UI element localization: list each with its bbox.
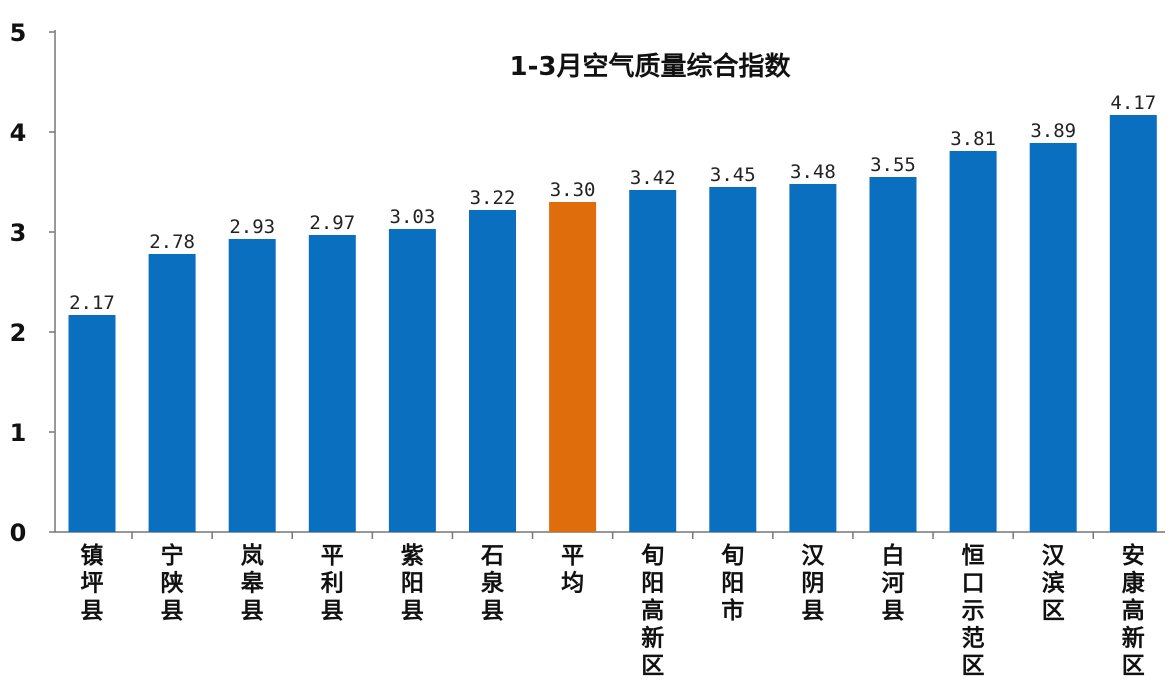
data-labels: 2.17 2.78 2.93 2.97 3.03 3.22 3.30 3.42 3.45 3.48… [69,92,1156,314]
data-label-12: 3.89 [1030,120,1076,142]
data-label-2: 2.93 [229,216,275,238]
data-label-9: 3.48 [790,161,836,183]
bar-0 [68,315,116,532]
bar-11 [949,151,997,532]
bar-10 [869,177,917,532]
chart-title: 1-3月空气质量综合指数 [510,51,792,82]
category-label-0: 镇坪县 [81,542,104,624]
category-label-6: 平均 [561,543,584,597]
y-tick-label: 5 [10,19,27,47]
y-tick-label: 3 [10,219,27,247]
data-label-1: 2.78 [149,231,195,253]
data-label-0: 2.17 [69,292,115,314]
bar-4 [388,229,436,532]
bars [68,115,1157,532]
category-label-5: 石泉县 [480,543,505,624]
data-label-13: 4.17 [1110,92,1156,114]
data-label-6: 3.30 [550,179,596,201]
bar-2 [228,239,276,532]
bar-12 [1029,143,1077,532]
category-label-11: 恒口示范区 [962,543,985,679]
bar-9 [789,184,837,532]
data-label-8: 3.45 [710,164,756,186]
y-tick-label: 1 [10,419,27,447]
y-tick-label: 0 [10,519,27,547]
bar-5 [469,210,516,532]
data-label-4: 3.03 [390,206,436,228]
category-label-1: 宁陕县 [161,542,184,624]
data-label-5: 3.22 [470,187,516,209]
category-label-7: 旬阳高新区 [640,543,664,679]
bar-13 [1109,115,1157,532]
y-tick-label: 4 [10,119,27,147]
category-label-3: 平利县 [321,543,344,624]
data-label-3: 2.97 [309,212,355,234]
bar-1 [148,254,196,532]
bar-3 [308,235,356,532]
y-tick-label: 2 [10,319,27,347]
bar-6 [549,202,597,532]
category-label-4: 紫阳县 [401,543,424,624]
category-label-9: 汉阴县 [801,543,825,624]
category-label-13: 安康高新区 [1122,542,1146,679]
category-label-8: 旬阳市 [720,543,744,624]
x-axis: 镇坪县 宁陕县 岚皋县 平利县 紫阳县 石泉县 平均 旬阳高新区 旬阳市 汉阴县 白河县 恒口示范区 汉… [81,532,1146,679]
data-label-11: 3.81 [950,128,996,150]
category-label-10: 白河县 [882,542,905,624]
data-label-7: 3.42 [630,167,676,189]
category-label-2: 岚皋县 [241,543,265,624]
data-label-10: 3.55 [870,154,916,176]
bar-8 [709,187,757,532]
bar-7 [629,190,677,532]
category-label-12: 汉滨区 [1042,543,1066,624]
y-axis: 0 1 2 3 4 5 [10,19,55,547]
